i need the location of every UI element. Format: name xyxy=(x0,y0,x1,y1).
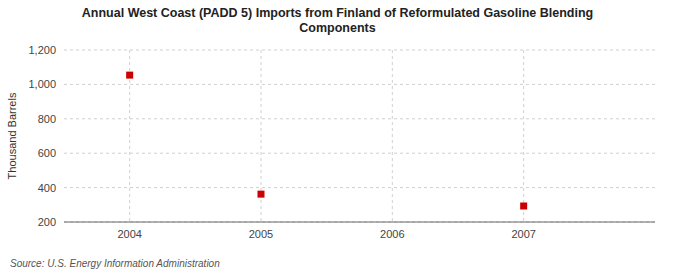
title: Annual West Coast (PADD 5) Imports from … xyxy=(82,6,593,35)
y-grid-line xyxy=(64,153,655,154)
y-tick-label: 1,200 xyxy=(28,44,56,56)
source-note: Source: U.S. Energy Information Administ… xyxy=(10,258,220,269)
y-grid-line xyxy=(64,84,655,85)
point xyxy=(258,191,265,198)
x-tick-label: 2007 xyxy=(511,228,535,240)
y-tick-label: 200 xyxy=(38,216,56,228)
y-tick-label: 1,000 xyxy=(28,78,56,90)
axes: 200 400 600 800 1,000 1,200 2004 2005 2006 2007 xyxy=(28,44,655,240)
y-tick-label: 800 xyxy=(38,113,56,125)
background xyxy=(0,0,675,275)
chart-svg: Annual West Coast (PADD 5) Imports from … xyxy=(0,0,675,275)
y-grid-line xyxy=(64,118,655,119)
y-tick-label: 400 xyxy=(38,182,56,194)
grid xyxy=(64,50,655,222)
point xyxy=(520,203,527,210)
x-tick-label: 2005 xyxy=(249,228,273,240)
y-grid-line xyxy=(64,222,655,223)
y-tick-label: 600 xyxy=(38,147,56,159)
x-tick-label: 2004 xyxy=(117,228,141,240)
y-grid-line xyxy=(64,50,655,51)
points xyxy=(126,72,527,210)
x-tick-label: 2006 xyxy=(380,228,404,240)
chart-container: Annual West Coast (PADD 5) Imports from … xyxy=(0,0,675,275)
point xyxy=(126,72,133,79)
x-grid-line xyxy=(392,50,393,222)
y-axis-label: Thousand Barrels xyxy=(6,92,18,179)
x-grid-line xyxy=(523,50,524,222)
y-grid-line xyxy=(64,187,655,188)
x-axis-line xyxy=(64,222,655,223)
